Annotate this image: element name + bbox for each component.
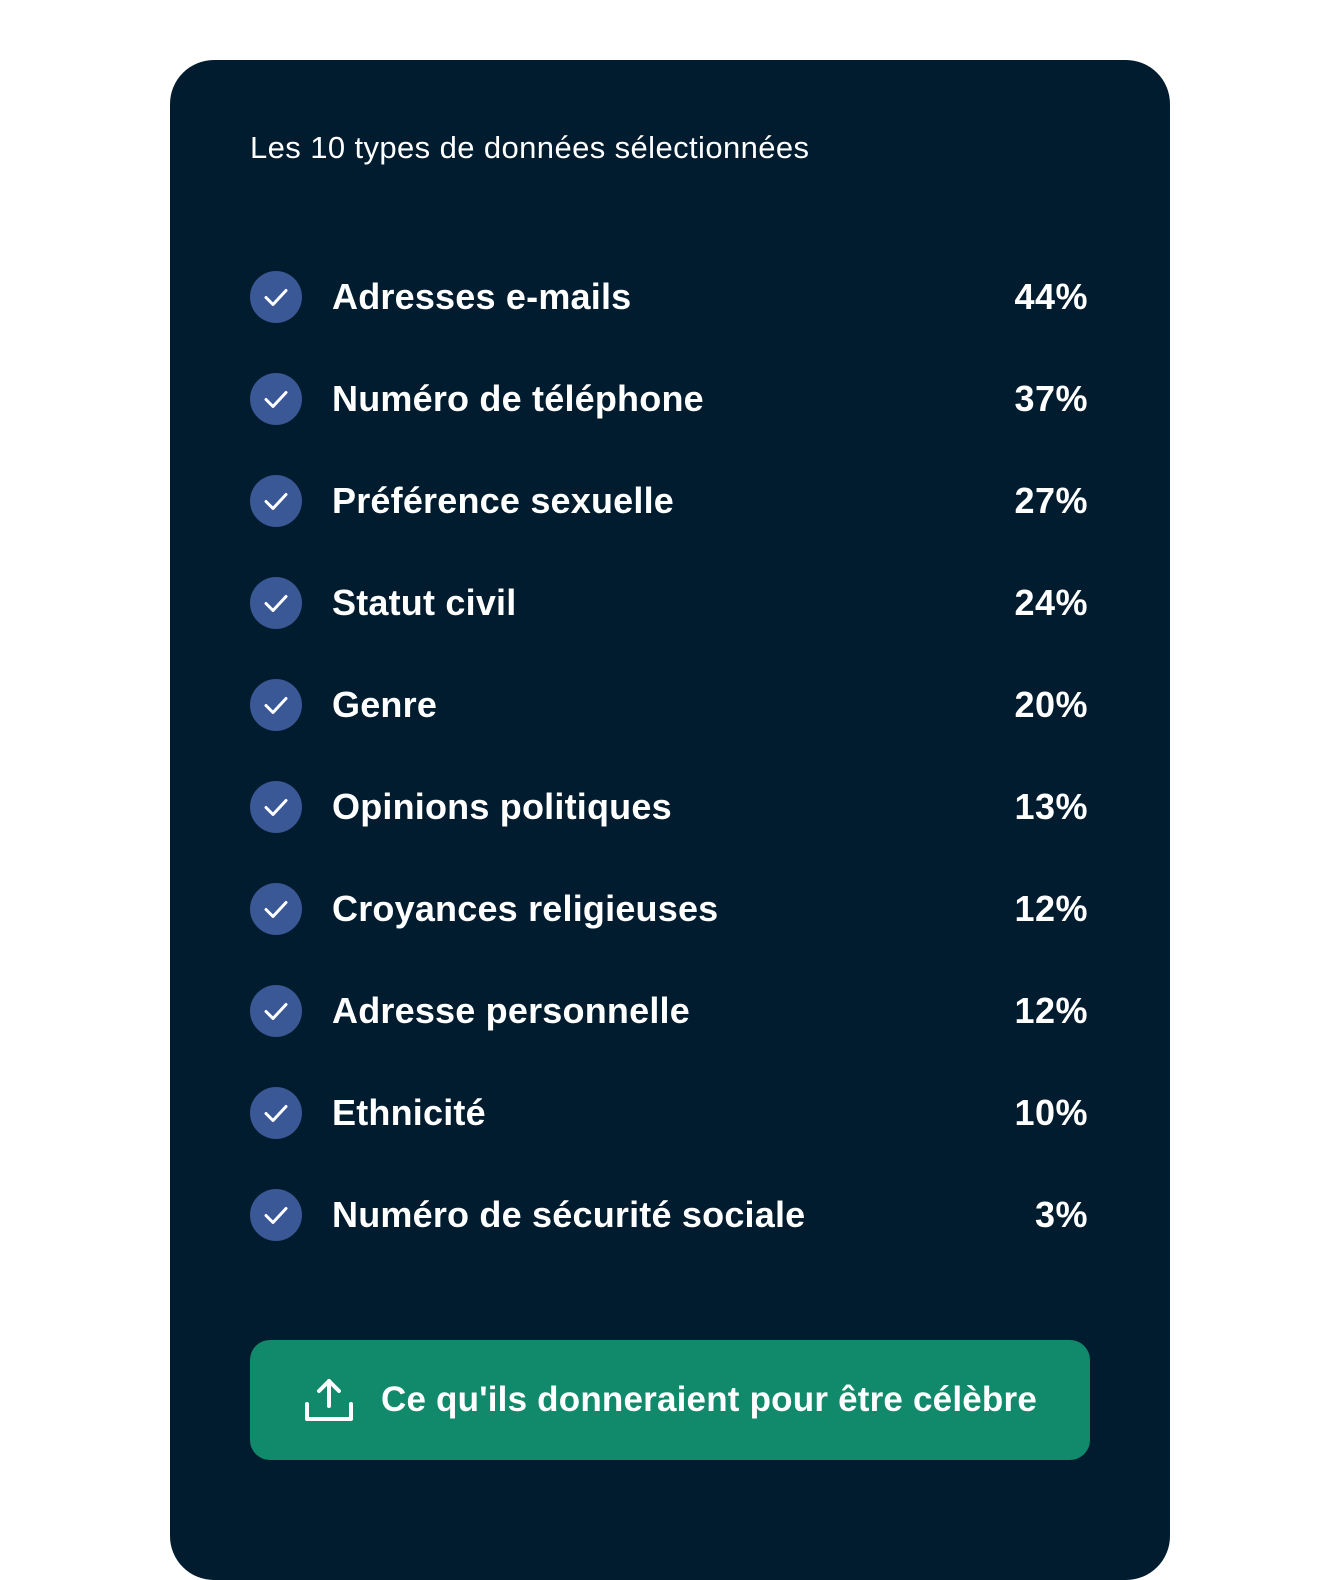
share-upload-icon — [303, 1374, 355, 1426]
list-item: Numéro de sécurité sociale 3% — [250, 1164, 1090, 1266]
item-label: Préférence sexuelle — [332, 480, 675, 521]
selected-data-types-card: Les 10 types de données sélectionnées Ad… — [170, 60, 1170, 1580]
checkmark-icon — [250, 1087, 302, 1139]
item-label: Adresses e-mails — [332, 276, 632, 317]
data-types-list: Adresses e-mails 44% Numéro de téléphone… — [250, 246, 1090, 1266]
item-label: Adresse personnelle — [332, 990, 690, 1031]
share-button[interactable]: Ce qu'ils donneraient pour être célèbre — [250, 1340, 1090, 1460]
item-percentage: 27% — [1014, 480, 1088, 521]
list-item: Adresses e-mails 44% — [250, 246, 1090, 348]
list-item: Genre 20% — [250, 654, 1090, 756]
checkmark-icon — [250, 1189, 302, 1241]
share-button-label: Ce qu'ils donneraient pour être célèbre — [380, 1380, 1037, 1419]
checkmark-icon — [250, 271, 302, 323]
list-item: Statut civil 24% — [250, 552, 1090, 654]
list-item: Adresse personnelle 12% — [250, 960, 1090, 1062]
item-percentage: 44% — [1014, 276, 1088, 317]
list-item: Opinions politiques 13% — [250, 756, 1090, 858]
checkmark-icon — [250, 883, 302, 935]
item-label: Ethnicité — [332, 1092, 486, 1133]
item-label: Genre — [332, 684, 438, 725]
card-title: Les 10 types de données sélectionnées — [250, 130, 810, 165]
list-item: Numéro de téléphone 37% — [250, 348, 1090, 450]
checkmark-icon — [250, 475, 302, 527]
item-label: Numéro de sécurité sociale — [332, 1194, 806, 1235]
item-label: Statut civil — [332, 582, 517, 623]
checkmark-icon — [250, 577, 302, 629]
item-percentage: 10% — [1014, 1092, 1088, 1133]
item-percentage: 37% — [1014, 378, 1088, 419]
checkmark-icon — [250, 781, 302, 833]
item-percentage: 12% — [1014, 888, 1088, 929]
checkmark-icon — [250, 679, 302, 731]
item-label: Opinions politiques — [332, 786, 672, 827]
list-item: Préférence sexuelle 27% — [250, 450, 1090, 552]
item-label: Croyances religieuses — [332, 888, 719, 929]
item-percentage: 3% — [1034, 1194, 1088, 1235]
item-percentage: 20% — [1014, 684, 1088, 725]
item-percentage: 24% — [1014, 582, 1088, 623]
list-item: Croyances religieuses 12% — [250, 858, 1090, 960]
item-label: Numéro de téléphone — [332, 378, 704, 419]
checkmark-icon — [250, 985, 302, 1037]
list-item: Ethnicité 10% — [250, 1062, 1090, 1164]
item-percentage: 12% — [1014, 990, 1088, 1031]
checkmark-icon — [250, 373, 302, 425]
item-percentage: 13% — [1014, 786, 1088, 827]
